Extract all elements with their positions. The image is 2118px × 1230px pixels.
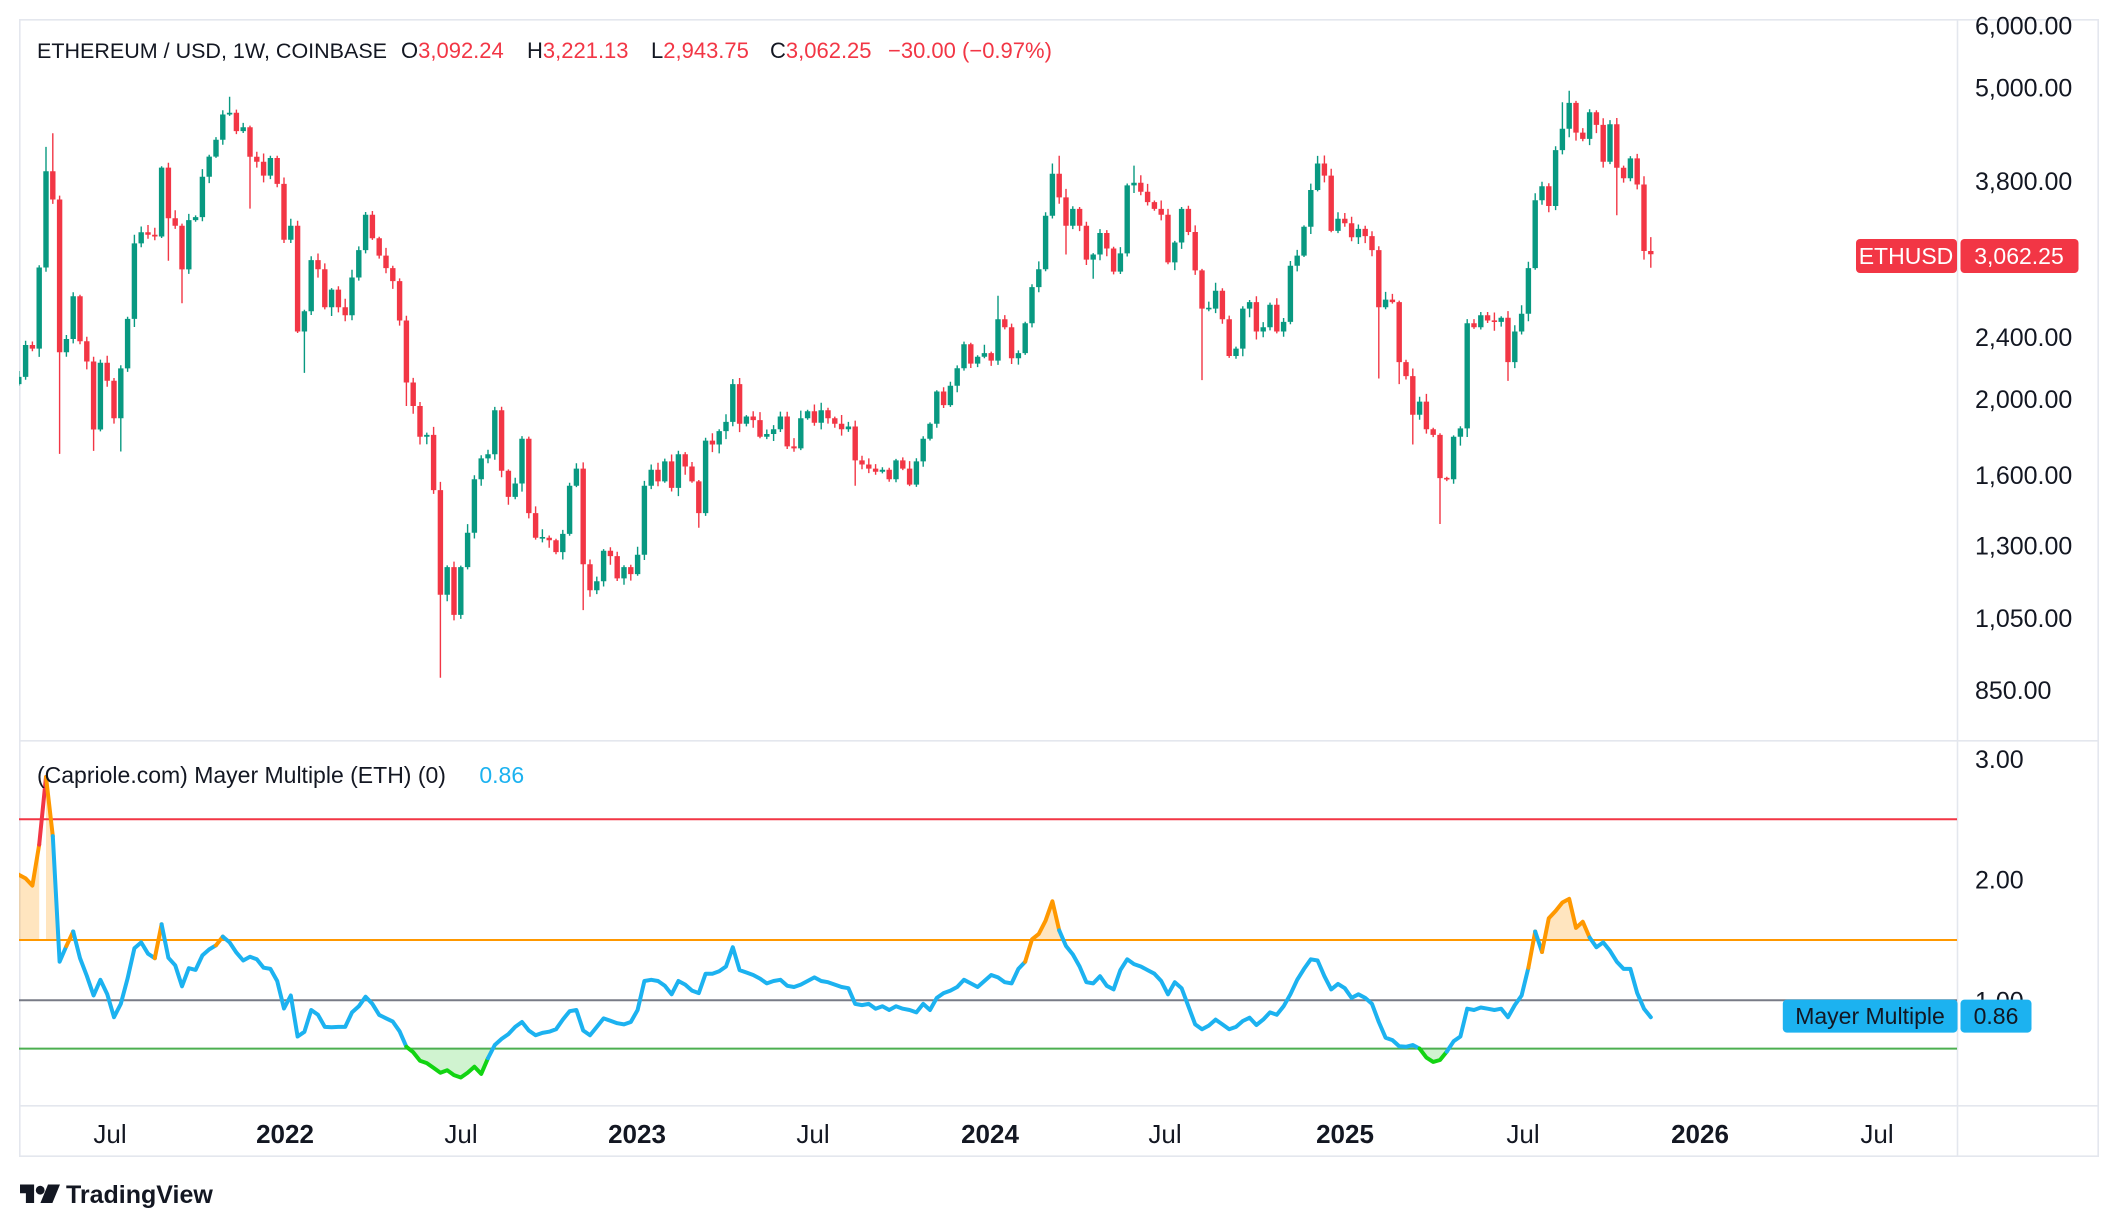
svg-text:2022: 2022	[256, 1119, 314, 1149]
svg-text:2,000.00: 2,000.00	[1975, 386, 2072, 414]
svg-text:1,050.00: 1,050.00	[1975, 605, 2072, 633]
svg-text:0.86: 0.86	[1974, 1003, 2019, 1029]
svg-text:Jul: Jul	[1148, 1119, 1181, 1149]
svg-text:Jul: Jul	[796, 1119, 829, 1149]
svg-text:Mayer Multiple: Mayer Multiple	[1795, 1003, 1945, 1029]
svg-text:6,000.00: 6,000.00	[1975, 13, 2072, 41]
svg-text:Jul: Jul	[1860, 1119, 1893, 1149]
svg-text:O3,092.24: O3,092.24	[401, 38, 504, 63]
svg-text:C3,062.25: C3,062.25	[770, 38, 872, 63]
svg-text:2,400.00: 2,400.00	[1975, 324, 2072, 352]
svg-text:−30.00 (−0.97%): −30.00 (−0.97%)	[888, 38, 1052, 63]
svg-text:2023: 2023	[608, 1119, 666, 1149]
svg-text:L2,943.75: L2,943.75	[651, 38, 749, 63]
svg-text:ETHEREUM / USD, 1W, COINBASE: ETHEREUM / USD, 1W, COINBASE	[37, 39, 387, 63]
svg-text:(Capriole.com) Mayer Multiple: (Capriole.com) Mayer Multiple (ETH) (0) …	[37, 762, 524, 788]
svg-text:2024: 2024	[961, 1119, 1019, 1149]
svg-text:Jul: Jul	[1506, 1119, 1539, 1149]
svg-text:2026: 2026	[1671, 1119, 1729, 1149]
svg-text:3,062.25: 3,062.25	[1974, 243, 2064, 269]
svg-text:3,800.00: 3,800.00	[1975, 168, 2072, 196]
svg-text:ETHUSD: ETHUSD	[1859, 243, 1954, 269]
svg-text:H3,221.13: H3,221.13	[527, 38, 629, 63]
svg-text:1,600.00: 1,600.00	[1975, 462, 2072, 490]
svg-text:2.00: 2.00	[1975, 867, 2024, 895]
svg-text:TradingView: TradingView	[66, 1181, 213, 1209]
svg-text:5,000.00: 5,000.00	[1975, 75, 2072, 103]
svg-text:Jul: Jul	[444, 1119, 477, 1149]
svg-text:Jul: Jul	[93, 1119, 126, 1149]
svg-text:2025: 2025	[1316, 1119, 1374, 1149]
svg-text:1,300.00: 1,300.00	[1975, 533, 2072, 561]
svg-text:3.00: 3.00	[1975, 746, 2024, 774]
svg-text:850.00: 850.00	[1975, 677, 2051, 705]
